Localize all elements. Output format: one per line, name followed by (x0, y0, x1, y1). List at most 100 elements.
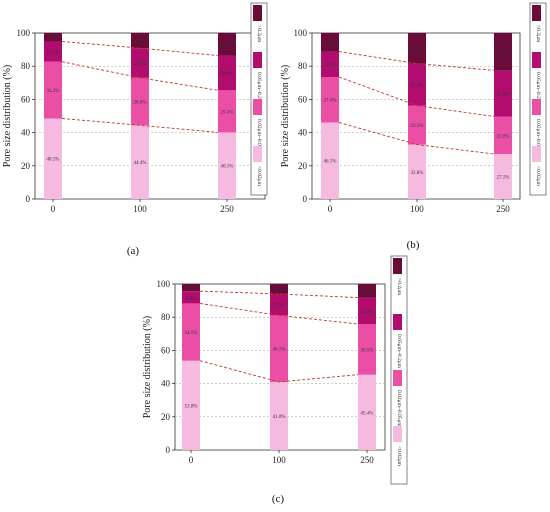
panel-a-data-label: 13.6% (221, 43, 234, 48)
panel-c-y-tick-label: 100 (157, 279, 171, 289)
panel-a-y-tick-label: 20 (21, 161, 31, 171)
panel-a-legend-swatch (253, 5, 262, 21)
panel-a-bar-segment (131, 48, 149, 78)
panel-c-y-tick-label: 60 (161, 345, 171, 355)
panel-b-trend-line (338, 122, 495, 155)
panel-b-x-tick-label: 0 (328, 204, 333, 214)
panel-c-data-label: 8.2% (362, 290, 372, 295)
panel-c-bar-segment (182, 291, 200, 304)
panel-a-bar-segment (131, 77, 149, 126)
panel-c-bar-segment (270, 381, 288, 450)
panel-c-legend-label: 0.05μm~0.2μm (396, 334, 402, 369)
panel-a-trend-line (61, 61, 219, 91)
panel-b-bar-segment (494, 33, 512, 71)
panel-a-legend-label: 0.05μm~0.2μm (256, 72, 262, 107)
panel-a-data-label: 40.1% (221, 165, 234, 170)
panel-b-bar-segment (408, 63, 426, 106)
panel-b-data-label: 22.5% (497, 51, 510, 56)
panel-a-bar-segment (44, 118, 62, 199)
panel-b-legend-label: 0.02μm~0.05μm (535, 119, 541, 156)
panel-a-data-label: 17.9% (134, 62, 147, 67)
panel-b-data-label: 27.4% (324, 99, 337, 104)
panel-a-legend-label: 0.02μm~0.05μm (256, 119, 262, 156)
panel-c-data-label: 12.9% (273, 304, 286, 309)
panel-c-bar-segment (358, 297, 376, 325)
panel-c-bar-segment (358, 284, 376, 298)
panel-c-legend-swatch (393, 426, 402, 442)
panel-b-legend-swatch (532, 5, 541, 21)
panel-a-legend-label: >0.2μm (256, 25, 262, 43)
panel-b-legend-swatch (532, 99, 541, 115)
panel-b-data-label: 23.5% (411, 124, 424, 129)
panel-a-x-tick-label: 0 (51, 204, 56, 214)
panel-a-legend-swatch (253, 52, 262, 68)
panel-b-bar-segment (494, 116, 512, 155)
panel-c-data-label: 15.9% (361, 310, 374, 315)
panel-b-bar-segment (408, 33, 426, 64)
panel-a-y-tick-label: 0 (26, 194, 31, 204)
panel-c-x-tick-label: 100 (272, 455, 286, 465)
panel-a-bar-segment (218, 33, 236, 56)
panel-c-bar-segment (358, 374, 376, 450)
panel-a-y-tick-label: 80 (21, 61, 31, 71)
panel-b-y-tick-label: 20 (298, 161, 308, 171)
panel-a-data-label: 12.2% (47, 51, 60, 56)
panel-a-x-tick-label: 100 (133, 204, 147, 214)
panel-a-y-tick-label: 60 (21, 94, 31, 104)
panel-b-bar-segment (408, 144, 426, 199)
panel-b-trend-line (338, 51, 495, 71)
panel-b-bar-segment (321, 76, 339, 123)
panel-c-trend-line (199, 302, 359, 325)
panel-b-trend-line (338, 76, 495, 117)
panel-c-y-axis-label: Pore size distribution (%) (142, 316, 153, 418)
panel-a-legend-label: <0.02μm (256, 166, 262, 187)
panel-c-y-tick-label: 80 (161, 312, 171, 322)
panel-a-bar-segment (44, 33, 62, 42)
panel-b-y-tick-label: 80 (298, 61, 308, 71)
panel-c-legend-label: >0.2μm (396, 278, 402, 296)
panel-b-legend-label: >0.2μm (535, 25, 541, 43)
panel-b-x-tick-label: 100 (410, 204, 424, 214)
panel-b-bar-segment (321, 51, 339, 77)
panel-c-data-label: 40.1% (273, 348, 286, 353)
panel-b-data-label: 27.8% (497, 92, 510, 97)
panel-b-bar-segment (408, 105, 426, 145)
panel-c-bar-segment (270, 293, 288, 316)
panel-a-data-label: 25.4% (221, 110, 234, 115)
panel-c-bar-segment (270, 315, 288, 382)
panel-a-bar-segment (131, 33, 149, 49)
panel-b-x-tick-label: 250 (496, 204, 510, 214)
panel-a-data-label: 44.4% (134, 161, 147, 166)
panel-c-legend-swatch (393, 370, 402, 386)
panel-c-legend-swatch (393, 314, 402, 330)
panel-b-y-tick-label: 60 (298, 94, 308, 104)
panel-a-x-tick-label: 250 (220, 204, 234, 214)
panel-a-data-label: 9.1% (135, 40, 145, 45)
panel-c-data-label: 53.8% (185, 404, 198, 409)
panel-c-x-tick-label: 250 (360, 455, 374, 465)
panel-a-y-tick-label: 40 (21, 128, 31, 138)
panel-b-legend-label: <0.02μm (535, 166, 541, 187)
panel-c-x-tick-label: 0 (189, 455, 194, 465)
panel-c-y-tick-label: 0 (166, 445, 171, 455)
panel-b-y-axis-label: Pore size distribution (%) (280, 65, 291, 167)
panel-b-panel-label: (b) (407, 239, 420, 251)
panel-c-data-label: 41.0% (273, 415, 286, 420)
panel-b-data-label: 32.8% (411, 171, 424, 176)
panel-b-legend-swatch (532, 52, 541, 68)
panel-a-data-label: 5.1% (48, 36, 58, 41)
panel-c-bar-segment (270, 283, 288, 294)
panel-a-y-tick-label: 100 (17, 28, 31, 38)
panel-a-bar-segment (44, 61, 62, 119)
panel-a-trend-line (61, 118, 219, 133)
panel-a-data-label: 20.9% (221, 72, 234, 77)
panel-a-legend-swatch (253, 99, 262, 115)
panel-b-data-label: 22.6% (497, 134, 510, 139)
panel-c-data-label: 6.1% (274, 288, 284, 293)
panel-c-data-label: 30.5% (361, 348, 374, 353)
panel-b-data-label: 15.3% (324, 63, 337, 68)
panel-a-data-label: 28.6% (134, 101, 147, 106)
panel-c-bar-segment (182, 284, 200, 292)
panel-b-data-label: 11.2% (324, 41, 337, 46)
